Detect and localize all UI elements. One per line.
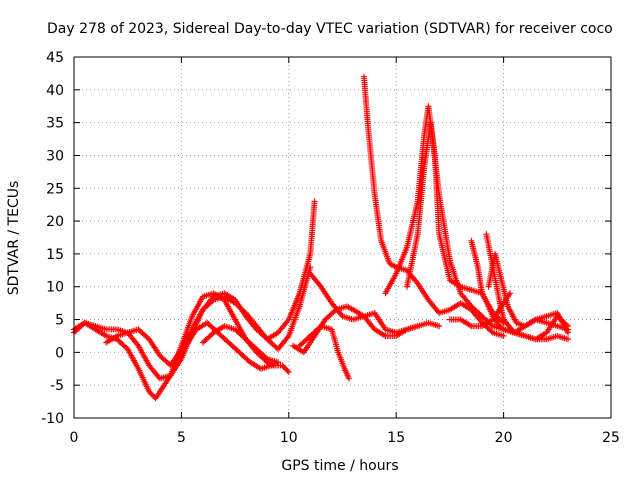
data-point	[565, 336, 572, 343]
data-point	[311, 198, 318, 205]
y-tick-labels: -10 -5 0 5 10 15 20 25 30 35 40 45	[41, 50, 64, 427]
series-arc-4	[174, 319, 292, 376]
series-arc-15	[446, 290, 514, 330]
y-tick-label: 0	[55, 345, 64, 361]
x-tick-label: 25	[602, 430, 620, 446]
chart-title: Day 278 of 2023, Sidereal Day-to-day VTE…	[47, 21, 613, 37]
data-point	[307, 264, 314, 271]
series-arc-1	[71, 290, 277, 402]
data-marks	[71, 73, 572, 402]
grid	[74, 57, 611, 418]
y-tick-label: 45	[46, 50, 64, 66]
x-tick-label: 5	[177, 430, 186, 446]
data-point	[499, 325, 506, 332]
y-tick-label: 20	[46, 214, 64, 230]
y-tick-label: 40	[46, 83, 64, 99]
x-tick-label: 15	[387, 430, 405, 446]
y-tick-label: 10	[46, 280, 64, 296]
plot-frame	[73, 56, 612, 419]
y-tick-label: 35	[46, 116, 64, 132]
y-tick-label: 25	[46, 181, 64, 197]
data-point	[436, 323, 443, 330]
axis-ticks	[73, 56, 612, 419]
data-point	[280, 363, 287, 370]
data-point	[488, 328, 495, 335]
y-tick-label: 30	[46, 148, 64, 164]
data-point	[275, 359, 282, 366]
series-arc-7	[307, 270, 443, 336]
y-tick-label: -5	[50, 378, 64, 394]
data-point	[150, 392, 157, 399]
series-arc-8	[296, 323, 352, 382]
x-tick-labels: 0 5 10 15 20 25	[70, 430, 620, 446]
data-point	[262, 354, 269, 361]
x-tick-label: 20	[495, 430, 513, 446]
data-point	[148, 391, 155, 398]
data-point	[284, 367, 291, 374]
series-arc-2	[71, 198, 318, 382]
data-point	[565, 329, 572, 336]
data-point	[283, 366, 290, 373]
data-point	[345, 375, 352, 382]
y-tick-label: -10	[41, 411, 64, 427]
series-arc-11	[403, 119, 572, 343]
x-axis-label: GPS time / hours	[281, 458, 398, 474]
data-point	[279, 362, 286, 369]
series-arc-13	[483, 231, 572, 343]
x-tick-label: 0	[70, 430, 79, 446]
y-tick-label: 5	[55, 313, 64, 329]
data-point	[281, 365, 288, 372]
data-point	[500, 332, 507, 339]
x-tick-label: 10	[280, 430, 298, 446]
y-tick-label: 15	[46, 247, 64, 263]
data-point	[147, 390, 154, 397]
series-arc-5	[199, 323, 282, 366]
data-point	[285, 369, 292, 376]
data-point	[146, 388, 153, 395]
y-axis-label: SDTVAR / TECUs	[6, 181, 22, 296]
data-point	[507, 290, 514, 297]
series-arc-14	[485, 250, 572, 336]
